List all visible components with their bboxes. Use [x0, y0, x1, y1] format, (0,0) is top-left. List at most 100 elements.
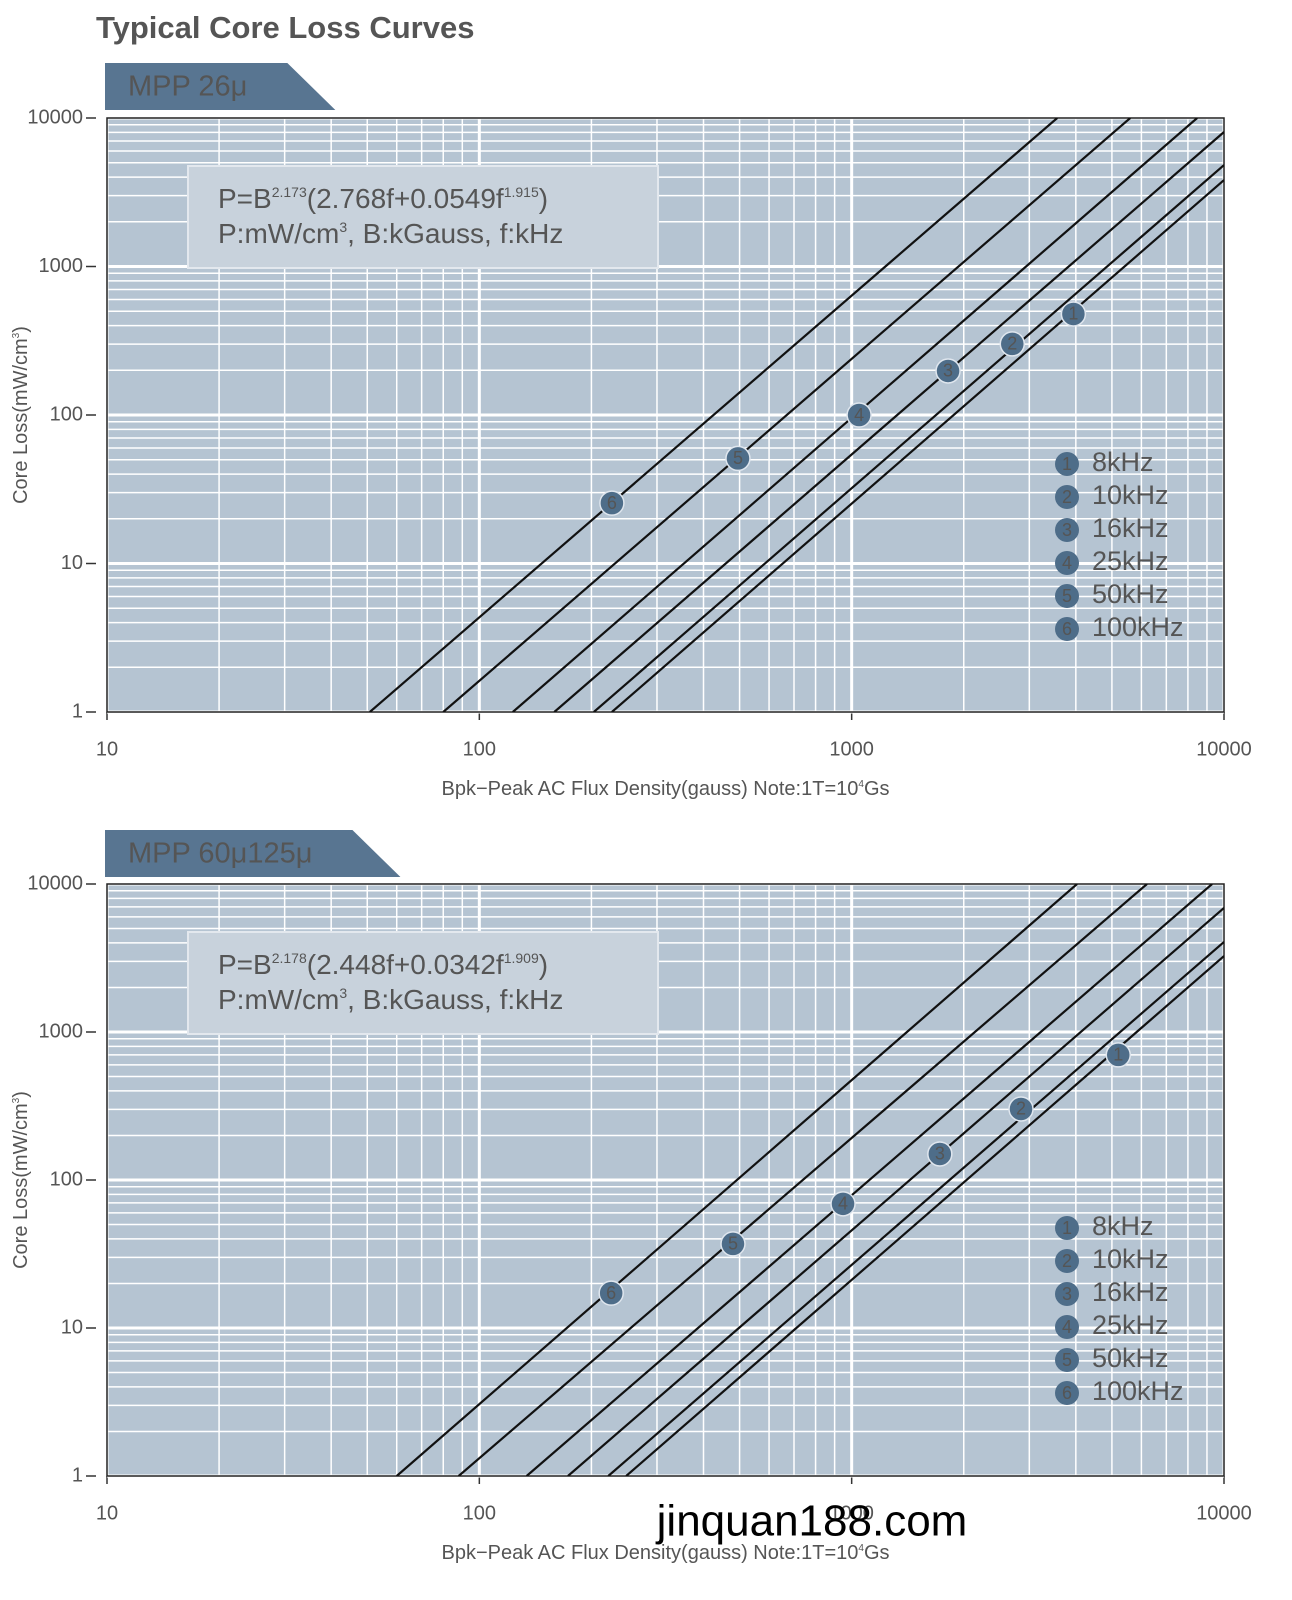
formula-units: P:mW/cm3, B:kGauss, f:kHz [218, 218, 563, 249]
legend-marker-label: 3 [1062, 1284, 1072, 1304]
x-tick-label: 10000 [1196, 1502, 1252, 1524]
text-part: Core Loss(mW/cm [10, 1103, 32, 1269]
y-tick-label: 100 [50, 403, 83, 425]
y-tick-label: 10000 [27, 106, 83, 128]
legend-marker [1055, 452, 1079, 476]
legend-marker [1055, 485, 1079, 509]
chart-tab-label: MPP 26μ [128, 71, 247, 103]
series-line [369, 118, 1058, 712]
legend-label: 10kHz [1092, 480, 1169, 510]
text-part: , B:kGauss, f:kHz [347, 218, 563, 249]
legend-marker-label: 5 [1062, 1350, 1072, 1370]
formula-box [187, 931, 659, 1035]
legend-marker [1055, 1348, 1079, 1372]
series-line [457, 884, 1148, 1476]
formula-units: P:mW/cm3, B:kGauss, f:kHz [218, 984, 563, 1015]
curve-marker [1008, 1096, 1034, 1122]
curve-marker [720, 1231, 746, 1257]
text-part: ) [539, 183, 548, 214]
series-line [625, 955, 1224, 1476]
y-tick-label: 10 [61, 552, 83, 574]
page-title: Typical Core Loss Curves [96, 10, 474, 45]
text-part: ) [10, 1091, 32, 1098]
formula: P=B2.173(2.768f+0.0549f1.915) [218, 183, 548, 214]
y-tick-label: 1000 [39, 255, 84, 277]
legend-marker-label: 1 [1062, 1218, 1072, 1238]
legend-marker [1055, 518, 1079, 542]
superscript: 3 [339, 985, 347, 1001]
chart-tab [105, 830, 401, 877]
curve-marker [598, 1280, 624, 1306]
curve-marker-label: 1 [1068, 304, 1078, 324]
curve-marker-label: 3 [935, 1144, 945, 1164]
chart-tab-label: MPP 60μ125μ [128, 838, 312, 870]
curve-marker-label: 2 [1016, 1099, 1026, 1119]
text-part: Bpk−Peak AC Flux Density(gauss) Note:1T=… [442, 1542, 859, 1564]
series-line [593, 164, 1224, 712]
curve-marker-label: 6 [607, 493, 617, 513]
superscript: 4 [858, 779, 864, 790]
y-axis-title: Core Loss(mW/cm3) [10, 1091, 32, 1269]
curve-marker [935, 358, 961, 384]
legend-label: 10kHz [1092, 1244, 1169, 1274]
legend-label: 50kHz [1092, 1343, 1169, 1373]
legend-label: 25kHz [1092, 546, 1169, 576]
superscript: 1.915 [504, 184, 539, 200]
text-part: Core Loss(mW/cm [10, 338, 32, 504]
text-part: ) [539, 949, 548, 980]
y-axis-title: Core Loss(mW/cm3) [10, 326, 32, 504]
legend-marker-label: 1 [1062, 454, 1072, 474]
x-tick-label: 10000 [1196, 738, 1252, 760]
series-line [396, 884, 1078, 1476]
text-part: , B:kGauss, f:kHz [347, 984, 563, 1015]
y-tick-label: 100 [50, 1168, 83, 1190]
legend-marker [1055, 584, 1079, 608]
curve-marker-label: 2 [1007, 334, 1017, 354]
legend-marker-label: 4 [1062, 1317, 1072, 1337]
series-line [553, 131, 1224, 712]
legend-marker [1055, 1315, 1079, 1339]
legend-label: 50kHz [1092, 579, 1169, 609]
x-axis-title: Bpk−Peak AC Flux Density(gauss) Note:1T=… [442, 1542, 890, 1564]
x-tick-label: 100 [463, 1502, 496, 1524]
text-part: (2.768f+0.0549f [307, 183, 504, 214]
curve-marker-label: 4 [854, 405, 864, 425]
legend-label: 100kHz [1092, 612, 1184, 642]
formula-box [187, 165, 659, 269]
legend-label: 100kHz [1092, 1376, 1184, 1406]
x-tick-label: 1000 [829, 1502, 874, 1524]
legend-label: 25kHz [1092, 1310, 1169, 1340]
legend-marker-label: 5 [1062, 586, 1072, 606]
series-line [525, 884, 1213, 1476]
legend-label: 16kHz [1092, 513, 1169, 543]
series-line [442, 118, 1131, 712]
superscript: 3 [11, 1097, 22, 1103]
x-axis-title: Bpk−Peak AC Flux Density(gauss) Note:1T=… [442, 778, 890, 800]
x-tick-label: 10 [96, 1502, 118, 1524]
y-tick-label: 1 [72, 700, 83, 722]
curve-marker-label: 6 [606, 1283, 616, 1303]
text-part: P=B [218, 949, 272, 980]
legend-label: 16kHz [1092, 1277, 1169, 1307]
curve-marker [830, 1191, 856, 1217]
curve-marker [599, 490, 625, 516]
curve-marker [725, 445, 751, 472]
y-tick-label: 10 [61, 1316, 83, 1338]
legend-marker [1055, 551, 1079, 575]
legend-marker [1055, 1381, 1079, 1405]
y-tick-label: 1 [72, 1464, 83, 1486]
chart-tab [105, 63, 336, 110]
text-part: (2.448f+0.0342f [307, 949, 504, 980]
plot-frame [106, 883, 1225, 1477]
series-line [567, 907, 1224, 1476]
text-part: P=B [218, 183, 272, 214]
x-tick-label: 10 [96, 738, 118, 760]
curve-marker-label: 3 [943, 361, 953, 381]
legend-marker-label: 2 [1062, 1251, 1072, 1271]
watermark: jinquan188.com [655, 1497, 968, 1546]
legend-marker [1055, 617, 1079, 641]
legend-label: 8kHz [1092, 447, 1154, 477]
legend-label: 8kHz [1092, 1211, 1154, 1241]
curve-marker-label: 4 [838, 1194, 848, 1214]
